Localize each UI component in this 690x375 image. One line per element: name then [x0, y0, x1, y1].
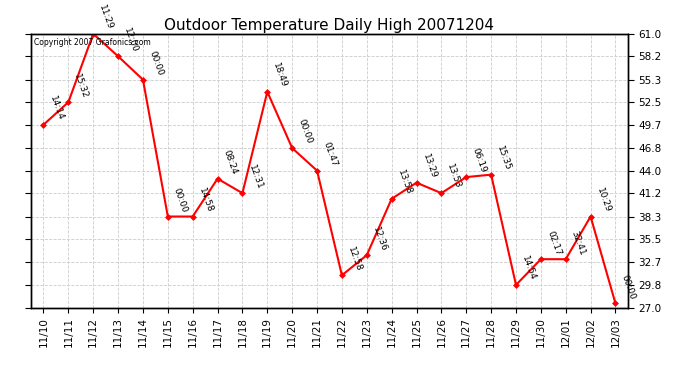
- Text: 32:41: 32:41: [570, 229, 587, 256]
- Text: 02:17: 02:17: [545, 229, 562, 256]
- Text: 08:24: 08:24: [221, 149, 239, 176]
- Text: 14:58: 14:58: [197, 186, 214, 214]
- Text: 13:29: 13:29: [421, 153, 438, 180]
- Text: 12:31: 12:31: [246, 163, 264, 190]
- Text: 00:00: 00:00: [172, 186, 189, 214]
- Text: 15:32: 15:32: [72, 72, 90, 99]
- Text: 00:00: 00:00: [147, 50, 164, 77]
- Text: 13:53: 13:53: [446, 163, 463, 190]
- Text: 00:00: 00:00: [620, 273, 637, 301]
- Text: Copyright 2007 Grafonics.com: Copyright 2007 Grafonics.com: [34, 38, 151, 47]
- Text: 12:58: 12:58: [346, 245, 364, 273]
- Text: 12:36: 12:36: [371, 225, 388, 252]
- Text: 01:47: 01:47: [322, 141, 339, 168]
- Text: 18:49: 18:49: [271, 62, 288, 89]
- Text: 12:00: 12:00: [122, 26, 139, 54]
- Text: 10:29: 10:29: [595, 186, 612, 214]
- Text: 14:14: 14:14: [48, 95, 65, 122]
- Title: Outdoor Temperature Daily High 20071204: Outdoor Temperature Daily High 20071204: [164, 18, 495, 33]
- Text: 13:58: 13:58: [396, 169, 413, 196]
- Text: 06:19: 06:19: [471, 147, 488, 174]
- Text: 11:29: 11:29: [97, 4, 115, 31]
- Text: 15:35: 15:35: [495, 144, 513, 172]
- Text: 14:54: 14:54: [520, 255, 538, 282]
- Text: 00:00: 00:00: [296, 118, 314, 145]
